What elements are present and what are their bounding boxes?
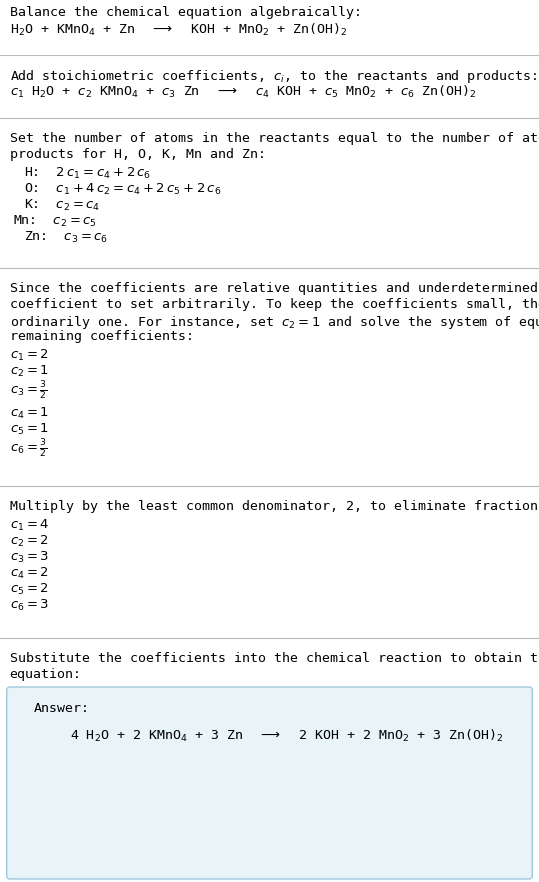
Text: equation:: equation: — [10, 668, 82, 681]
Text: Answer:: Answer: — [34, 702, 90, 715]
Text: products for H, O, K, Mn and Zn:: products for H, O, K, Mn and Zn: — [10, 148, 266, 161]
Text: $c_2 = 1$: $c_2 = 1$ — [10, 364, 49, 379]
Text: Add stoichiometric coefficients, $c_i$, to the reactants and products:: Add stoichiometric coefficients, $c_i$, … — [10, 68, 537, 85]
Text: remaining coefficients:: remaining coefficients: — [10, 330, 194, 343]
Text: Mn:  $c_2 = c_5$: Mn: $c_2 = c_5$ — [13, 214, 98, 229]
Text: 4 H$_2$O + 2 KMnO$_4$ + 3 Zn  $\longrightarrow$  2 KOH + 2 MnO$_2$ + 3 Zn(OH)$_2: 4 H$_2$O + 2 KMnO$_4$ + 3 Zn $\longright… — [70, 728, 503, 744]
Text: $c_3 = 3$: $c_3 = 3$ — [10, 550, 49, 565]
Text: Balance the chemical equation algebraically:: Balance the chemical equation algebraica… — [10, 6, 362, 19]
Text: $c_1 = 2$: $c_1 = 2$ — [10, 348, 49, 363]
Text: ordinarily one. For instance, set $c_2 = 1$ and solve the system of equations fo: ordinarily one. For instance, set $c_2 =… — [10, 314, 539, 331]
Text: Substitute the coefficients into the chemical reaction to obtain the balanced: Substitute the coefficients into the che… — [10, 652, 539, 665]
Text: H:  $2\,c_1 = c_4 + 2\,c_6$: H: $2\,c_1 = c_4 + 2\,c_6$ — [24, 166, 151, 181]
Text: $c_2 = 2$: $c_2 = 2$ — [10, 534, 49, 549]
Text: $c_3 = \frac{3}{2}$: $c_3 = \frac{3}{2}$ — [10, 380, 47, 402]
Text: $c_4 = 1$: $c_4 = 1$ — [10, 406, 49, 421]
Text: Zn:  $c_3 = c_6$: Zn: $c_3 = c_6$ — [24, 230, 108, 245]
Text: $c_4 = 2$: $c_4 = 2$ — [10, 566, 49, 581]
Text: $c_1$ H$_2$O + $c_2$ KMnO$_4$ + $c_3$ Zn  $\longrightarrow$  $c_4$ KOH + $c_5$ M: $c_1$ H$_2$O + $c_2$ KMnO$_4$ + $c_3$ Zn… — [10, 84, 476, 100]
Text: coefficient to set arbitrarily. To keep the coefficients small, the arbitrary va: coefficient to set arbitrarily. To keep … — [10, 298, 539, 311]
Text: $c_5 = 2$: $c_5 = 2$ — [10, 582, 49, 597]
FancyBboxPatch shape — [6, 687, 533, 879]
Text: $c_1 = 4$: $c_1 = 4$ — [10, 518, 49, 533]
Text: Since the coefficients are relative quantities and underdetermined, choose a: Since the coefficients are relative quan… — [10, 282, 539, 295]
Text: $c_6 = \frac{3}{2}$: $c_6 = \frac{3}{2}$ — [10, 438, 47, 460]
Text: K:  $c_2 = c_4$: K: $c_2 = c_4$ — [24, 198, 101, 213]
Text: H$_2$O + KMnO$_4$ + Zn  $\longrightarrow$  KOH + MnO$_2$ + Zn(OH)$_2$: H$_2$O + KMnO$_4$ + Zn $\longrightarrow$… — [10, 22, 347, 38]
Text: O:  $c_1 + 4\,c_2 = c_4 + 2\,c_5 + 2\,c_6$: O: $c_1 + 4\,c_2 = c_4 + 2\,c_5 + 2\,c_6… — [24, 182, 222, 197]
Text: $c_6 = 3$: $c_6 = 3$ — [10, 598, 49, 613]
Text: Multiply by the least common denominator, 2, to eliminate fractional coefficient: Multiply by the least common denominator… — [10, 500, 539, 513]
Text: $c_5 = 1$: $c_5 = 1$ — [10, 422, 49, 437]
Text: Set the number of atoms in the reactants equal to the number of atoms in the: Set the number of atoms in the reactants… — [10, 132, 539, 145]
